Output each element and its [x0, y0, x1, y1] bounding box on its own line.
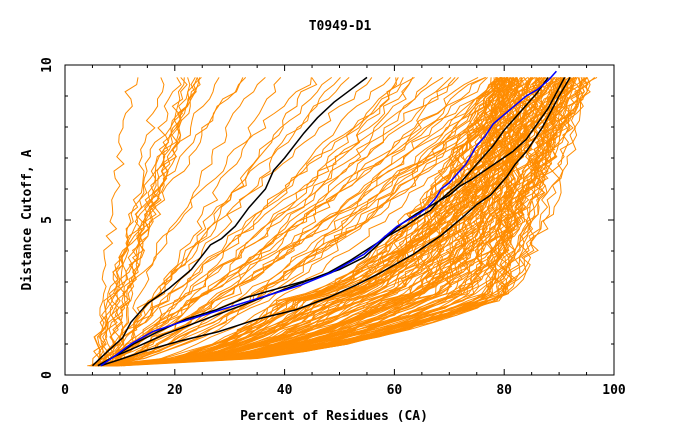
model-curve [102, 77, 191, 366]
model-curve [123, 77, 555, 367]
chart-title: T0949-D1 [309, 19, 372, 34]
model-curve [103, 77, 312, 366]
model-curve [108, 77, 201, 366]
model-curve [118, 77, 350, 367]
highlighted-series-group [91, 70, 571, 367]
model-curve [116, 77, 581, 367]
model-curve [107, 76, 415, 367]
model-curve [110, 77, 501, 367]
x-tick-label: 20 [167, 383, 183, 398]
model-curve [114, 77, 266, 366]
model-curve [112, 77, 541, 367]
model-curve [116, 77, 397, 367]
model-curve [116, 77, 404, 366]
model-curve [89, 77, 341, 367]
model-curve [107, 77, 165, 366]
model-curve [102, 77, 373, 367]
model-curve [112, 76, 502, 367]
model-curve [114, 77, 496, 367]
model-curve [99, 77, 496, 367]
model-curve [93, 77, 244, 366]
model-curve [96, 77, 596, 367]
x-tick-label: 100 [602, 383, 626, 398]
model-curve [114, 77, 185, 367]
model-curve [94, 77, 433, 367]
model-curve [117, 76, 332, 366]
model-curve [92, 76, 502, 367]
axes-group: 0 20 40 60 80 100 0 5 10 [40, 57, 626, 398]
model-curve [102, 77, 456, 367]
model-curve [110, 77, 554, 367]
model-curve [92, 77, 182, 366]
model-curve [107, 77, 521, 367]
y-tick-label: 10 [40, 57, 55, 73]
model-curve [99, 77, 526, 367]
model-curve [93, 77, 497, 367]
x-tick-label: 60 [387, 383, 403, 398]
model-curve [98, 77, 220, 366]
model-curve [96, 77, 201, 367]
model-curve [114, 77, 574, 367]
series-line-black-2 [100, 77, 571, 367]
model-curve [110, 77, 391, 367]
y-axis-label: Distance Cutoff, A [20, 149, 35, 290]
model-curve [97, 76, 444, 366]
model-curve [115, 76, 561, 367]
orange-model-bundle [87, 76, 598, 367]
model-curve [112, 77, 452, 366]
model-curve [98, 76, 487, 367]
x-axis-label: Percent of Residues (CA) [240, 409, 428, 424]
model-curve [99, 77, 139, 366]
y-tick-label: 5 [40, 216, 55, 224]
series-line-black-0 [91, 76, 368, 367]
x-tick-label: 80 [496, 383, 512, 398]
model-curve [116, 77, 506, 367]
model-curve [95, 77, 579, 367]
model-curve [106, 77, 544, 367]
series-line-black-1 [97, 77, 566, 367]
model-curve [88, 77, 520, 367]
model-curve [114, 77, 517, 367]
model-curve [116, 76, 486, 366]
model-curve [95, 77, 512, 367]
x-tick-label: 40 [277, 383, 293, 398]
model-curve [106, 77, 414, 367]
y-tick-label: 0 [40, 371, 55, 379]
x-tick-label: 0 [61, 383, 69, 398]
model-curve [105, 76, 587, 367]
model-curve [106, 77, 588, 367]
model-curve [104, 77, 511, 367]
model-curve [95, 77, 513, 367]
model-curve [95, 77, 459, 367]
model-curve [95, 77, 505, 367]
model-curve [112, 77, 541, 367]
series-line-blue-4 [100, 70, 557, 367]
